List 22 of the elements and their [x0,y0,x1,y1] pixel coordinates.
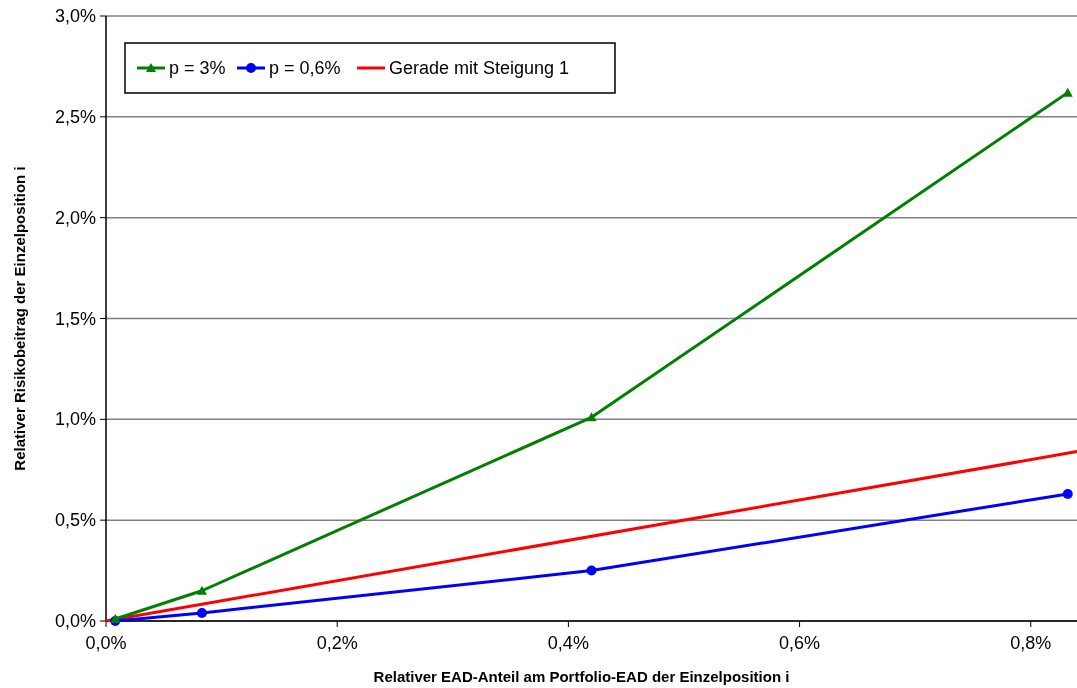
x-tick-label: 0,6% [779,633,821,653]
y-tick-label: 3,0% [54,6,96,26]
x-tick-label: 0,4% [547,633,589,653]
y-tick-label: 1,0% [54,409,96,430]
y-tick-label: 1,5% [54,308,96,329]
y-tick-label: 2,5% [54,106,96,127]
legend-label: p = 3% [169,58,226,78]
point [196,607,207,618]
y-axis-title: Relativer Risikobeitrag der Einzelposition i [11,166,28,471]
legend-label: p = 0,6% [269,58,341,78]
point [586,565,597,576]
x-tick-label: 0,0% [85,633,127,653]
y-tick-label: 2,0% [54,207,96,228]
x-tick-label: 0,8% [1010,633,1052,653]
point [196,585,207,595]
point [1062,488,1073,499]
y-tick-label: 0,5% [54,510,96,531]
point [586,412,597,422]
x-tick-label: 0,2% [316,633,358,653]
legend-label: Gerade mit Steigung 1 [389,58,570,78]
x-axis-title: Relativer EAD-Anteil am Portfolio-EAD der Einzelposition i [373,668,790,685]
y-tick-label: 0,0% [54,611,96,631]
